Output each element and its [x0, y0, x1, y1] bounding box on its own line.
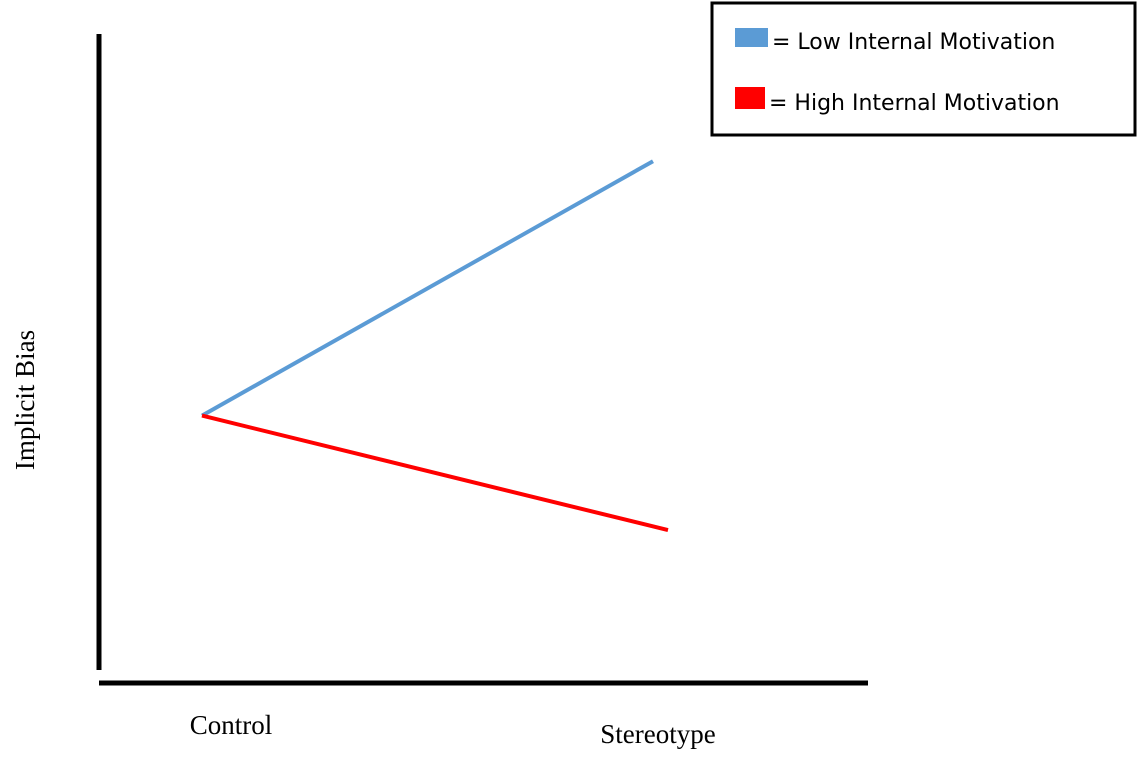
legend: = Low Internal Motivation = High Interna… [710, 1, 1137, 137]
series-line-low-internal-motivation [201, 159, 654, 418]
x-tick-labels: Control Stereotype [190, 710, 716, 749]
legend-swatch-low [735, 28, 768, 47]
series-layer [201, 159, 669, 533]
x-tick-label-stereotype: Stereotype [600, 719, 715, 749]
series-line-high-internal-motivation [201, 413, 669, 533]
x-tick-label-control: Control [190, 710, 273, 740]
legend-swatch-high [735, 87, 765, 109]
legend-label-low: = Low Internal Motivation [772, 30, 1055, 55]
y-axis-label: Implicit Bias [10, 330, 40, 470]
legend-box [710, 1, 1137, 137]
legend-label-high: = High Internal Motivation [769, 91, 1060, 116]
